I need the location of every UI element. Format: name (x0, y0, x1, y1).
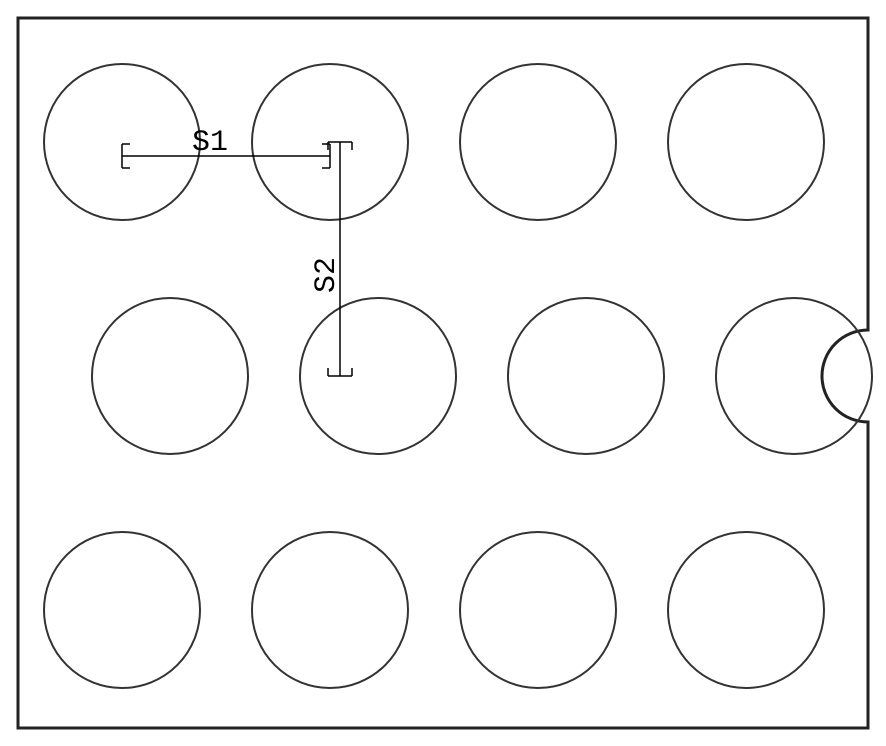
dimension-s2: S2 (310, 142, 352, 376)
hole-circle (44, 64, 200, 220)
hole-circle (716, 298, 872, 454)
hole-circle (92, 298, 248, 454)
outer-frame (18, 18, 868, 728)
hole-circle (44, 532, 200, 688)
hole-circle (252, 532, 408, 688)
hole-circle (460, 532, 616, 688)
dimension-s1: S1 (122, 126, 330, 168)
technical-diagram: S1 S2 (0, 0, 886, 746)
hole-circle (300, 298, 456, 454)
hole-circle (668, 532, 824, 688)
hole-circle (668, 64, 824, 220)
dimension-label-s2: S2 (310, 257, 344, 293)
hole-circle (508, 298, 664, 454)
hole-circle (460, 64, 616, 220)
dimension-label-s1: S1 (192, 126, 228, 160)
